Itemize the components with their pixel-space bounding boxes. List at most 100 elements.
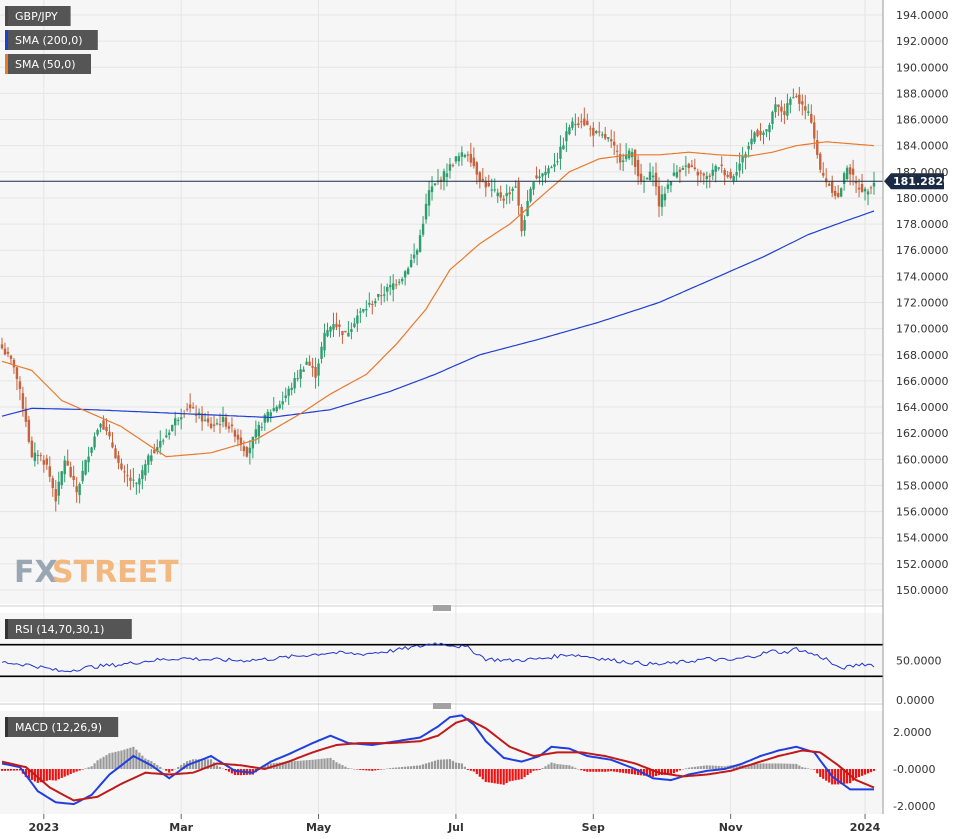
macd-histogram-bar [263, 765, 266, 769]
y-tick-label: 176.0000 [896, 244, 949, 257]
candle-body [311, 366, 314, 368]
macd-histogram-bar [846, 769, 849, 784]
macd-histogram-bar [765, 763, 768, 769]
macd-histogram-bar [538, 769, 541, 770]
macd-histogram-bar [84, 768, 87, 769]
macd-histogram-bar [195, 759, 198, 769]
macd-histogram-bar [126, 748, 129, 769]
macd-histogram-bar [514, 769, 517, 781]
macd-histogram-bar [595, 769, 598, 772]
candle-body [839, 188, 843, 197]
macd-histogram-bar [281, 762, 284, 769]
candlestick-series [0, 86, 876, 512]
candle-body [729, 171, 732, 179]
macd-histogram-bar [720, 766, 723, 769]
macd-histogram-bar [96, 760, 99, 769]
candle-body [786, 103, 789, 116]
macd-histogram-bar [822, 769, 825, 779]
candle-body [188, 404, 192, 409]
candle-body [394, 284, 398, 286]
macd-histogram-bar [39, 769, 42, 783]
legend-color-swatch [5, 6, 8, 26]
candle-body [257, 425, 261, 437]
candle-body [224, 417, 228, 427]
candle-body [254, 429, 258, 438]
candle-body [230, 424, 234, 427]
panel-resize-handle-macd[interactable] [431, 702, 453, 710]
candle-body [547, 168, 550, 174]
macd-histogram-bar [427, 762, 431, 769]
y-tick-label: 172.0000 [896, 297, 949, 310]
macd-histogram-bar [851, 769, 855, 781]
macd-histogram-bar [332, 760, 335, 769]
macd-y-tick-label: 2.0000 [893, 726, 932, 739]
macd-histogram-bar [87, 767, 90, 769]
candle-body [586, 120, 589, 126]
macd-histogram-bar [302, 760, 305, 769]
candle-body [424, 203, 428, 220]
macd-histogram-bar [180, 764, 183, 769]
legend-label: SMA (50,0) [15, 58, 76, 71]
candle-body [212, 424, 216, 426]
macd-histogram-bar [756, 763, 759, 769]
macd-histogram-bar [478, 769, 481, 777]
candle-body [281, 401, 284, 405]
macd-histogram-bar [314, 759, 317, 769]
legend-label: SMA (200,0) [15, 34, 83, 47]
legend-entry[interactable]: RSI (14,70,30,1) [5, 619, 132, 639]
macd-histogram-bar [138, 752, 141, 769]
candle-body [678, 169, 682, 172]
y-tick-label: 174.0000 [896, 270, 949, 283]
legend-entry[interactable]: SMA (50,0) [5, 54, 91, 74]
macd-histogram-bar [36, 769, 39, 783]
candle-body [329, 326, 332, 332]
macd-histogram-bar [532, 769, 535, 771]
candle-body [780, 106, 783, 112]
macd-histogram-bar [350, 768, 353, 770]
macd-histogram-bar [111, 752, 114, 769]
candle-body [693, 167, 697, 170]
candle-body [409, 259, 413, 268]
candle-body [389, 284, 392, 288]
candle-body [421, 223, 425, 235]
candle-body [150, 455, 153, 462]
macd-histogram-bar [490, 769, 493, 783]
macd-histogram-bar [834, 769, 837, 785]
candle-body [777, 104, 780, 107]
candle-body [830, 181, 834, 193]
candle-body [105, 426, 108, 432]
candle-body [735, 171, 738, 176]
candle-body [338, 324, 341, 327]
candle-body [601, 134, 604, 136]
candle-body [836, 192, 840, 197]
candle-body [412, 254, 416, 259]
macd-histogram-bar [6, 769, 10, 771]
panel-resize-handle-rsi[interactable] [431, 604, 453, 612]
candle-body [126, 475, 129, 477]
legend-box [5, 717, 119, 737]
macd-histogram-bar [568, 765, 571, 769]
macd-signal-line [1, 717, 875, 802]
candle-body [639, 173, 643, 182]
candle-body [380, 295, 383, 297]
macd-histogram-bar [541, 768, 544, 769]
candle-body [738, 163, 741, 171]
macd-histogram-bar [69, 769, 72, 775]
candle-body [397, 281, 401, 283]
macd-histogram-bar [553, 763, 556, 769]
macd-histogram-bar [296, 760, 299, 769]
macd-histogram-bar [311, 759, 314, 769]
legend-box [5, 54, 91, 74]
macd-histogram-bar [401, 766, 404, 769]
candle-body [598, 131, 601, 133]
legend-box [5, 30, 98, 50]
candle-body [511, 188, 514, 191]
candle-body [24, 408, 28, 422]
legend-entry[interactable]: GBP/JPY [5, 6, 71, 26]
legend-entry[interactable]: MACD (12,26,9) [5, 717, 119, 737]
macd-histogram-bar [466, 769, 469, 770]
candle-body [687, 163, 691, 169]
legend-entry[interactable]: SMA (200,0) [5, 30, 98, 50]
candle-body [496, 192, 499, 197]
candle-body [102, 420, 105, 430]
